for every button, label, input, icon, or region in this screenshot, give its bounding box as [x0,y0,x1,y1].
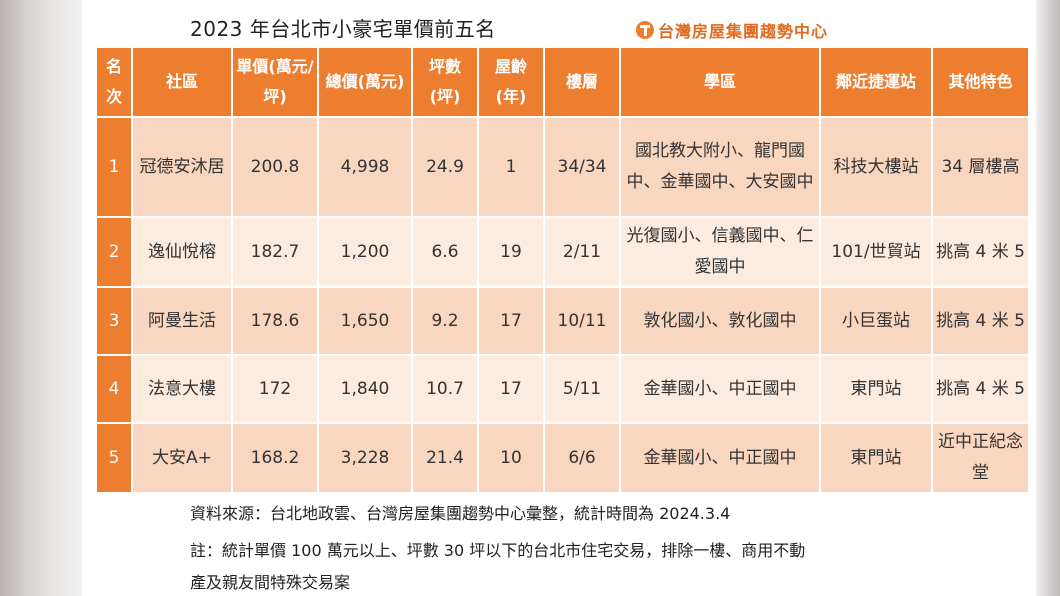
cell-school-district: 光復國小、信義國中、仁愛國中 [619,216,821,288]
footnote-line-1: 註：統計單價 100 萬元以上、坪數 30 坪以下的台北市住宅交易，排除一樓、商… [190,541,806,560]
cell-features: 挑高 4 米 5 [931,286,1030,356]
cell-age: 10 [477,422,545,494]
cell-school-district: 金華國小、中正國中 [619,354,821,424]
cell-unit-price: 182.7 [231,216,319,288]
cell-area: 21.4 [411,422,479,494]
data-source-note: 資料來源：台北地政雲、台灣房屋集團趨勢中心彙整，統計時間為 2024.3.4 [190,504,731,523]
cell-community: 阿曼生活 [131,286,233,356]
header-rank: 名次 [95,46,133,118]
right-edge-shadow [1036,0,1060,596]
cell-unit-price: 200.8 [231,116,319,218]
left-edge-shadow [0,0,82,596]
cell-area: 24.9 [411,116,479,218]
cell-school-district: 國北教大附小、龍門國中、金華國中、大安國中 [619,116,821,218]
header-mrt-station: 鄰近捷運站 [819,46,933,118]
ranking-table: 名次 社區 單價(萬元/坪) 總價(萬元) 坪數(坪) 屋齡(年) 樓層 學區 … [95,46,1030,494]
header-school-district: 學區 [619,46,821,118]
cell-floor: 34/34 [543,116,621,218]
cell-rank: 3 [95,286,133,356]
cell-area: 6.6 [411,216,479,288]
cell-age: 17 [477,286,545,356]
cell-age: 17 [477,354,545,424]
header-total-price: 總價(萬元) [317,46,413,118]
header-area: 坪數(坪) [411,46,479,118]
header-age: 屋齡(年) [477,46,545,118]
header-features: 其他特色 [931,46,1030,118]
header-floor: 樓層 [543,46,621,118]
cell-total-price: 3,228 [317,422,413,494]
cell-rank: 2 [95,216,133,288]
header-community: 社區 [131,46,233,118]
cell-rank: 4 [95,354,133,424]
cell-floor: 6/6 [543,422,621,494]
table-title: 2023 年台北市小豪宅單價前五名 [190,17,496,41]
cell-mrt-station: 101/世貿站 [819,216,933,288]
cell-features: 近中正紀念堂 [931,422,1030,494]
cell-community: 冠德安沐居 [131,116,233,218]
cell-mrt-station: 東門站 [819,422,933,494]
cell-total-price: 1,840 [317,354,413,424]
taiwan-realty-logo-icon [636,21,654,39]
cell-age: 1 [477,116,545,218]
cell-features: 34 層樓高 [931,116,1030,218]
cell-community: 法意大樓 [131,354,233,424]
cell-floor: 10/11 [543,286,621,356]
cell-rank: 1 [95,116,133,218]
table-row: 3 阿曼生活 178.6 1,650 9.2 17 10/11 敦化國小、敦化國… [95,286,1030,356]
header-unit-price: 單價(萬元/坪) [231,46,319,118]
cell-community: 大安A+ [131,422,233,494]
cell-school-district: 敦化國小、敦化國中 [619,286,821,356]
cell-rank: 5 [95,422,133,494]
cell-features: 挑高 4 米 5 [931,354,1030,424]
table-row: 4 法意大樓 172 1,840 10.7 17 5/11 金華國小、中正國中 … [95,354,1030,424]
table-row: 1 冠德安沐居 200.8 4,998 24.9 1 34/34 國北教大附小、… [95,116,1030,218]
cell-unit-price: 172 [231,354,319,424]
cell-total-price: 1,650 [317,286,413,356]
cell-floor: 5/11 [543,354,621,424]
cell-floor: 2/11 [543,216,621,288]
table-row: 5 大安A+ 168.2 3,228 21.4 10 6/6 金華國小、中正國中… [95,422,1030,494]
cell-mrt-station: 科技大樓站 [819,116,933,218]
company-logo: 台灣房屋集團趨勢中心 [636,18,828,42]
cell-unit-price: 168.2 [231,422,319,494]
logo-text: 台灣房屋集團趨勢中心 [658,22,829,41]
table-header-row: 名次 社區 單價(萬元/坪) 總價(萬元) 坪數(坪) 屋齡(年) 樓層 學區 … [95,46,1030,118]
cell-mrt-station: 東門站 [819,354,933,424]
cell-unit-price: 178.6 [231,286,319,356]
cell-total-price: 4,998 [317,116,413,218]
footnote-line-2: 產及親友間特殊交易案 [190,573,351,592]
cell-age: 19 [477,216,545,288]
cell-area: 10.7 [411,354,479,424]
cell-area: 9.2 [411,286,479,356]
cell-total-price: 1,200 [317,216,413,288]
cell-community: 逸仙悅榕 [131,216,233,288]
cell-school-district: 金華國小、中正國中 [619,422,821,494]
table-row: 2 逸仙悅榕 182.7 1,200 6.6 19 2/11 光復國小、信義國中… [95,216,1030,288]
cell-mrt-station: 小巨蛋站 [819,286,933,356]
cell-features: 挑高 4 米 5 [931,216,1030,288]
